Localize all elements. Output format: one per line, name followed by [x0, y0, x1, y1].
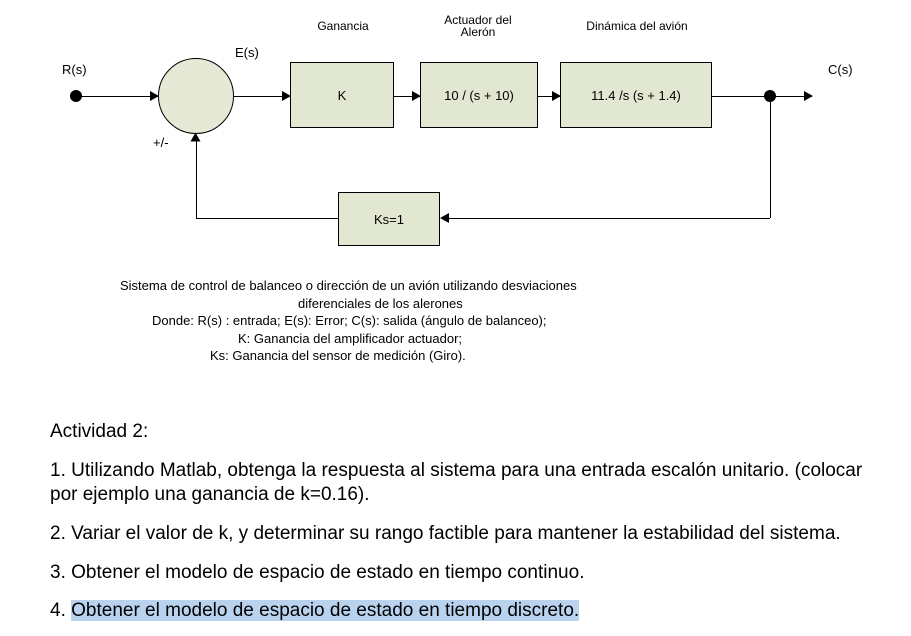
activity-item-4: 4. Obtener el modelo de espacio de estad…	[50, 599, 890, 624]
caption-line: K: Ganancia del amplificador actuador;	[100, 330, 820, 348]
label-pm: +/-	[153, 135, 169, 150]
label-dynamics: Dinámica del avión	[572, 20, 702, 33]
activity-item-3: 3. Obtener el modelo de espacio de estad…	[50, 561, 890, 586]
label-E: E(s)	[235, 45, 259, 60]
arrow	[191, 133, 201, 142]
caption-line: diferenciales de los alerones	[100, 295, 820, 313]
label-R: R(s)	[62, 62, 87, 77]
wire	[80, 96, 158, 97]
activity-section: Actividad 2: 1. Utilizando Matlab, obten…	[50, 420, 890, 636]
wire	[770, 102, 771, 218]
block-diagram: Ganancia Actuador del Alerón Dinámica de…	[70, 10, 890, 280]
item4-highlighted: Obtener el modelo de espacio de estado e…	[71, 600, 579, 621]
label-actuator-2: Alerón	[433, 26, 523, 39]
block-sensor: Ks=1	[338, 192, 440, 246]
caption-line: Donde: R(s) : entrada; E(s): Error; C(s)…	[100, 312, 820, 330]
wire	[196, 140, 197, 219]
activity-title: Actividad 2:	[50, 420, 890, 445]
node-pickoff	[764, 90, 776, 102]
label-C: C(s)	[828, 62, 853, 77]
activity-item-1: 1. Utilizando Matlab, obtenga la respues…	[50, 459, 890, 508]
caption: Sistema de control de balanceo o direcci…	[100, 277, 820, 365]
wire	[712, 96, 812, 97]
caption-line: Ks: Ganancia del sensor de medición (Gir…	[100, 347, 820, 365]
block-gain: K	[290, 62, 394, 128]
block-plant: 11.4 /s (s + 1.4)	[560, 62, 712, 128]
caption-line: Sistema de control de balanceo o direcci…	[100, 277, 820, 295]
block-actuator: 10 / (s + 10)	[420, 62, 538, 128]
wire	[196, 218, 338, 219]
arrow	[440, 213, 449, 223]
label-gain: Ganancia	[303, 20, 383, 33]
item4-prefix: 4.	[50, 600, 71, 621]
wire	[448, 218, 770, 219]
summing-junction	[158, 58, 234, 134]
arrow	[804, 91, 813, 101]
activity-item-2: 2. Variar el valor de k, y determinar su…	[50, 522, 890, 547]
